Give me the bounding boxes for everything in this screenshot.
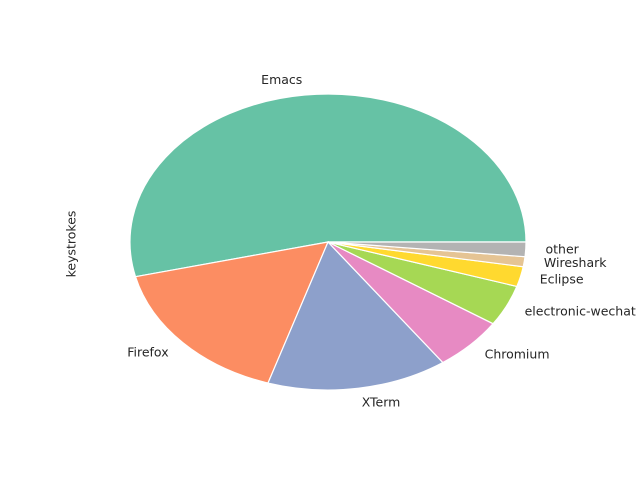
pie-labels: Emacs Firefox XTerm Chromium electronic-wech…	[127, 72, 636, 409]
slice-label-firefox: Firefox	[127, 344, 168, 359]
pie-slices	[129, 93, 527, 391]
slice-label-electronic-wechat: electronic-wechat	[525, 304, 636, 319]
slice-label-eclipse: Eclipse	[540, 272, 584, 287]
pie-slice-xterm	[267, 240, 444, 391]
pie-slice-firefox	[134, 241, 329, 384]
slice-label-wireshark: Wireshark	[544, 255, 607, 270]
slice-label-other: other	[546, 242, 580, 257]
pie-slice-emacs	[129, 93, 527, 278]
slice-label-emacs: Emacs	[261, 72, 302, 87]
slice-label-chromium: Chromium	[485, 347, 550, 362]
slice-label-xterm: XTerm	[362, 394, 401, 409]
y-axis-label: keystrokes	[64, 211, 79, 278]
pie-slice-other	[327, 241, 527, 258]
